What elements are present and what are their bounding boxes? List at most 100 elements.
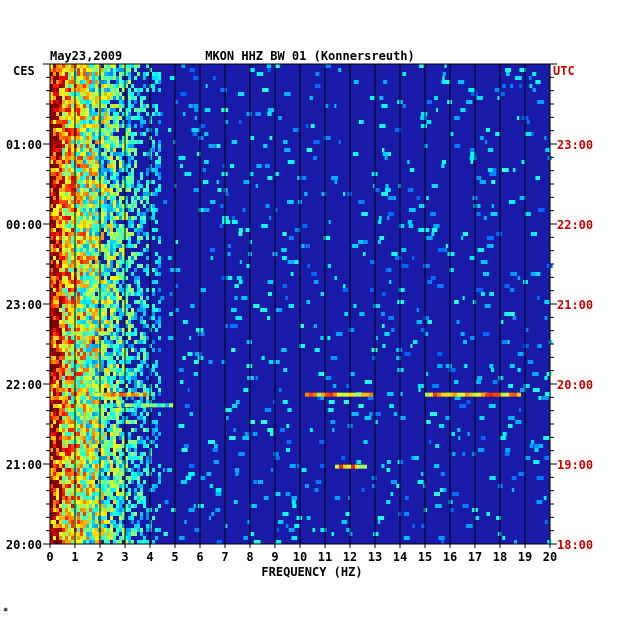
low-frequency-energy-cell <box>110 388 113 392</box>
low-frequency-energy-cell <box>89 256 92 260</box>
low-frequency-energy-cell <box>128 368 131 372</box>
low-frequency-energy-cell <box>104 104 107 108</box>
low-frequency-energy-cell <box>53 496 56 500</box>
noise-cell <box>545 300 551 304</box>
low-frequency-energy-cell <box>68 132 71 136</box>
low-frequency-energy-cell <box>68 296 71 300</box>
event-mark <box>343 464 347 469</box>
noise-cell <box>471 156 476 160</box>
low-frequency-energy-cell <box>107 284 110 288</box>
low-frequency-energy-cell <box>152 308 155 312</box>
low-frequency-energy-cell <box>119 276 122 280</box>
low-frequency-energy-cell <box>110 216 113 220</box>
low-frequency-energy-cell <box>83 216 86 220</box>
low-frequency-energy-cell <box>110 356 113 360</box>
noise-cell <box>267 316 271 320</box>
low-frequency-energy-cell <box>68 492 71 496</box>
low-frequency-energy-cell <box>80 452 83 456</box>
low-frequency-energy-cell <box>146 168 149 172</box>
low-frequency-energy-cell <box>125 148 128 152</box>
low-frequency-energy-cell <box>101 188 104 192</box>
low-frequency-energy-cell <box>110 516 113 520</box>
low-frequency-energy-cell <box>119 400 122 404</box>
low-frequency-energy-cell <box>59 500 62 504</box>
low-frequency-energy-cell <box>116 448 119 452</box>
low-frequency-energy-cell <box>125 476 128 480</box>
noise-cell <box>196 152 201 156</box>
low-frequency-energy-cell <box>50 188 53 192</box>
low-frequency-energy-cell <box>119 152 122 156</box>
low-frequency-energy-cell <box>86 204 89 208</box>
low-frequency-energy-cell <box>119 164 122 168</box>
low-frequency-energy-cell <box>62 84 65 88</box>
low-frequency-energy-cell <box>56 252 59 256</box>
low-frequency-energy-cell <box>59 196 62 200</box>
low-frequency-energy-cell <box>152 348 155 352</box>
low-frequency-energy-cell <box>137 308 140 312</box>
low-frequency-energy-cell <box>113 116 116 120</box>
low-frequency-energy-cell <box>95 172 98 176</box>
low-frequency-energy-cell <box>95 436 98 440</box>
low-frequency-energy-cell <box>134 328 137 332</box>
noise-cell <box>305 244 310 248</box>
low-frequency-energy-cell <box>50 228 53 232</box>
low-frequency-energy-cell <box>71 84 74 88</box>
low-frequency-energy-cell <box>158 176 161 180</box>
low-frequency-energy-cell <box>92 212 95 216</box>
low-frequency-energy-cell <box>77 472 80 476</box>
low-frequency-energy-cell <box>80 300 83 304</box>
noise-cell <box>331 176 338 180</box>
noise-cell <box>379 124 386 128</box>
low-frequency-energy-cell <box>83 540 86 544</box>
low-frequency-energy-cell <box>140 364 143 368</box>
noise-cell <box>193 188 199 192</box>
low-frequency-energy-cell <box>116 236 119 240</box>
low-frequency-energy-cell <box>104 264 107 268</box>
low-frequency-energy-cell <box>92 396 95 400</box>
low-frequency-energy-cell <box>77 120 80 124</box>
low-frequency-energy-cell <box>140 304 143 308</box>
low-frequency-energy-cell <box>62 256 65 260</box>
low-frequency-energy-cell <box>50 276 53 280</box>
low-frequency-energy-cell <box>86 128 89 132</box>
low-frequency-energy-cell <box>86 140 89 144</box>
low-frequency-energy-cell <box>86 240 89 244</box>
low-frequency-energy-cell <box>137 416 140 420</box>
low-frequency-energy-cell <box>146 376 149 380</box>
noise-cell <box>397 460 401 464</box>
noise-cell <box>221 360 226 364</box>
noise-cell <box>269 432 274 436</box>
low-frequency-energy-cell <box>128 360 131 364</box>
event-mark <box>78 331 83 336</box>
low-frequency-energy-cell <box>119 204 122 208</box>
low-frequency-energy-cell <box>95 504 98 508</box>
low-frequency-energy-cell <box>122 524 125 528</box>
noise-cell <box>231 348 236 352</box>
low-frequency-energy-cell <box>134 496 137 500</box>
low-frequency-energy-cell <box>71 80 74 84</box>
noise-cell <box>518 472 525 476</box>
low-frequency-energy-cell <box>134 192 137 196</box>
low-frequency-energy-cell <box>80 128 83 132</box>
low-frequency-energy-cell <box>71 172 74 176</box>
low-frequency-energy-cell <box>62 424 65 428</box>
low-frequency-energy-cell <box>134 472 137 476</box>
low-frequency-energy-cell <box>71 120 74 124</box>
low-frequency-energy-cell <box>68 76 71 80</box>
event-mark <box>139 392 143 397</box>
low-frequency-energy-cell <box>89 516 92 520</box>
low-frequency-energy-cell <box>92 216 95 220</box>
low-frequency-energy-cell <box>65 516 68 520</box>
low-frequency-energy-cell <box>119 76 122 80</box>
low-frequency-energy-cell <box>95 464 98 468</box>
low-frequency-energy-cell <box>122 288 125 292</box>
low-frequency-energy-cell <box>59 312 62 316</box>
low-frequency-energy-cell <box>107 372 110 376</box>
low-frequency-energy-cell <box>50 516 53 520</box>
low-frequency-energy-cell <box>122 280 125 284</box>
low-frequency-energy-cell <box>71 360 74 364</box>
event-mark <box>361 392 365 397</box>
low-frequency-energy-cell <box>50 236 53 240</box>
low-frequency-energy-cell <box>137 180 140 184</box>
low-frequency-energy-cell <box>50 392 53 396</box>
